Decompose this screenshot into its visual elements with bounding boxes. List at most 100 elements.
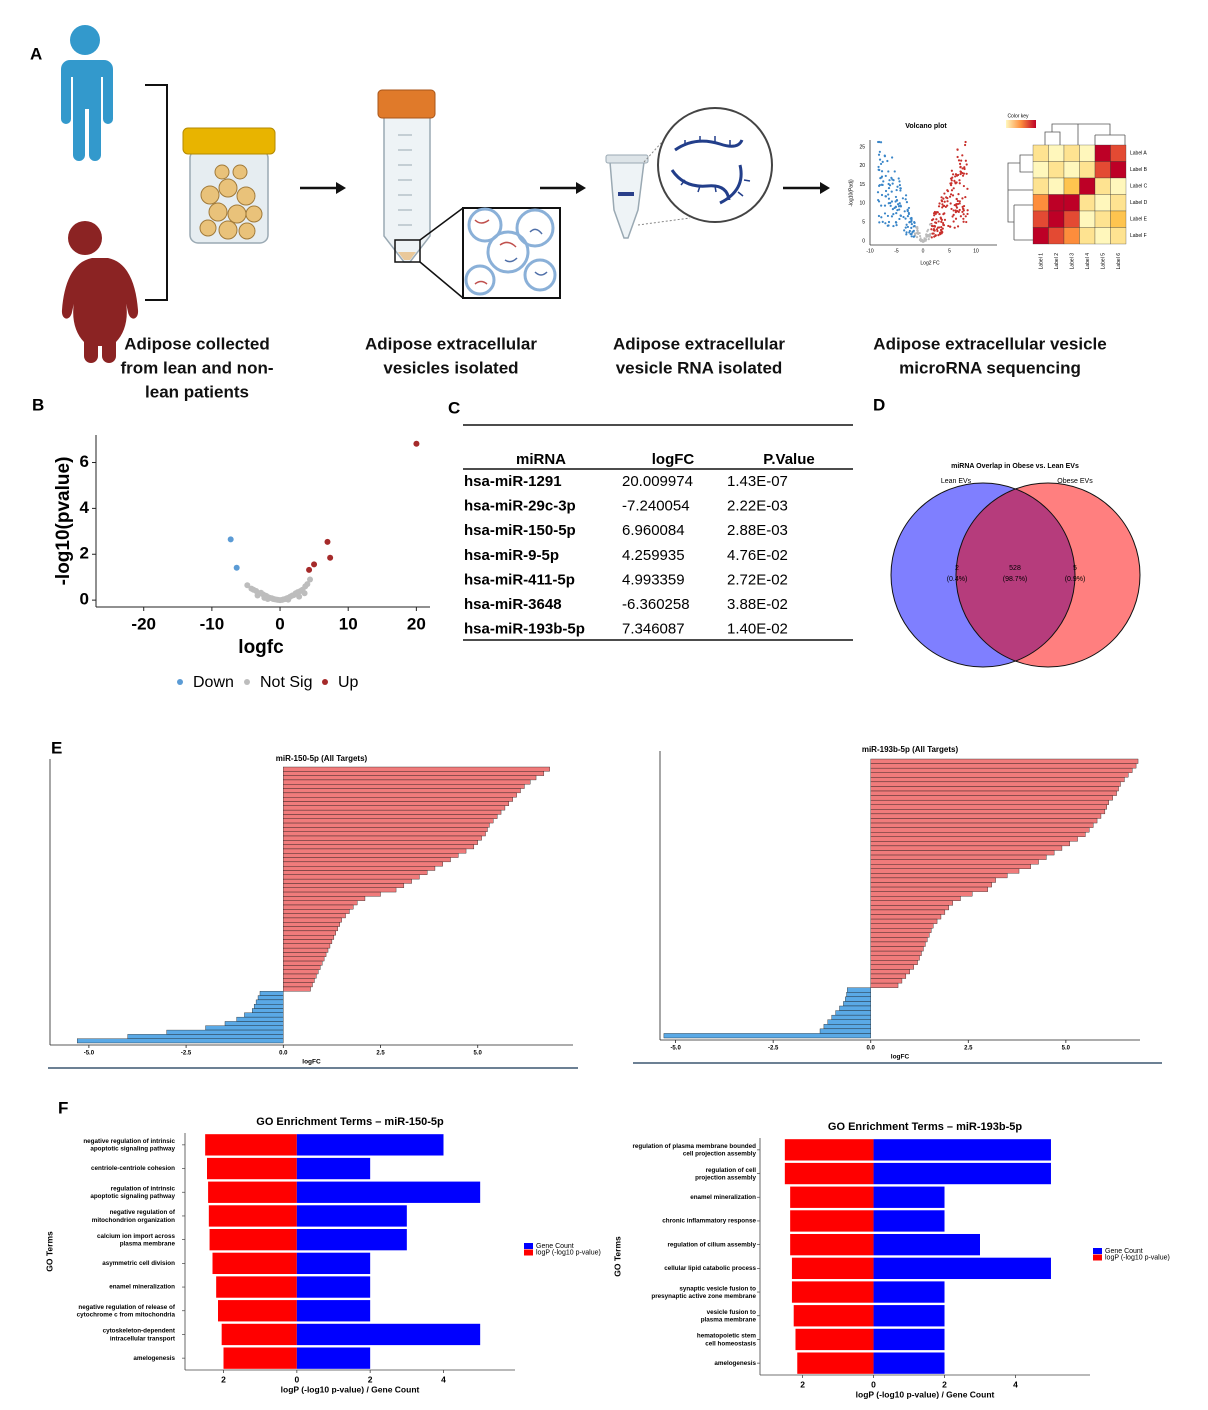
- mini-dot: [919, 234, 922, 238]
- mini-dot: [939, 228, 943, 232]
- bar: [283, 891, 381, 897]
- mini-dot: [891, 182, 894, 185]
- mini-dot: [952, 220, 955, 223]
- mini-dot: [956, 155, 959, 159]
- table-cell: hsa-miR-193b-5p: [464, 621, 585, 638]
- heatmap-cell: [1094, 161, 1111, 179]
- heatmap-cell: [1094, 194, 1111, 212]
- mini-dot: [946, 197, 949, 200]
- bar: [873, 1305, 945, 1327]
- x-axis-label: logP (-log10 p-value) / Gene Count: [281, 1384, 420, 1394]
- mini-dot: [949, 193, 953, 196]
- bar: [283, 982, 313, 988]
- legend-swatch: [524, 1243, 533, 1249]
- mini-dot: [878, 221, 881, 224]
- mini-dot: [933, 224, 936, 228]
- bar: [296, 1228, 407, 1251]
- point: [304, 581, 311, 588]
- table-cell: 4.76E-02: [727, 547, 788, 564]
- bar: [873, 1257, 1051, 1280]
- percent-label: (0.4%): [947, 576, 968, 583]
- bar: [784, 1139, 874, 1161]
- mini-dot: [907, 206, 911, 210]
- legend-label: Up: [338, 674, 359, 691]
- bar: [870, 873, 1008, 879]
- mini-dot: [950, 182, 953, 185]
- mini-dot: [962, 213, 965, 216]
- mini-dot: [896, 209, 899, 212]
- bar: [870, 868, 1020, 874]
- heatmap-cell: [1110, 194, 1127, 212]
- mini-dot: [962, 184, 965, 188]
- y-axis-label: -log10(pvalue): [53, 457, 74, 586]
- count-label: 5: [1073, 565, 1077, 572]
- bar: [870, 941, 926, 947]
- mini-dot: [965, 163, 968, 166]
- bar: [870, 969, 910, 975]
- mini-dot: [958, 200, 961, 203]
- mini-dot: [962, 220, 965, 223]
- category-label: regulation of intrinsic apoptotic signali…: [90, 1185, 175, 1200]
- bar: [846, 992, 871, 998]
- x-tick-label: 5.0: [474, 1051, 483, 1057]
- mini-dot: [889, 201, 892, 205]
- caption-line: lean patients: [145, 382, 249, 401]
- caption-line: microRNA sequencing: [899, 358, 1081, 377]
- mini-dot: [961, 210, 964, 214]
- mini-dot: [941, 227, 944, 230]
- mini-volcano-ylabel: -log10(Padj): [848, 179, 854, 207]
- bar: [870, 790, 1117, 796]
- heatmap-cell: [1079, 194, 1096, 212]
- table-cell: hsa-miR-150-5p: [464, 522, 576, 539]
- heatmap-cell: [1063, 161, 1080, 179]
- mini-dot: [943, 200, 946, 203]
- mini-dot: [877, 153, 881, 156]
- bar: [791, 1257, 874, 1280]
- category-label: negative regulation of intrinsic apoptoti…: [83, 1138, 175, 1153]
- bar: [283, 939, 333, 944]
- table-cell: 4.993359: [622, 571, 685, 588]
- y-axis-label: GO Terms: [612, 1236, 622, 1277]
- bar: [218, 1300, 297, 1322]
- bar: [870, 886, 988, 892]
- bar: [870, 772, 1129, 778]
- mini-dot: [938, 212, 941, 216]
- mini-dot: [925, 235, 928, 238]
- mini-dot: [949, 225, 952, 228]
- mini-dot: [883, 204, 887, 207]
- mini-dot: [965, 220, 968, 224]
- bar: [819, 1028, 871, 1034]
- bar: [873, 1210, 945, 1232]
- mini-dot: [898, 202, 901, 205]
- point: [285, 596, 292, 603]
- mini-dot: [887, 193, 890, 196]
- mini-dot: [877, 165, 880, 169]
- mini-dot: [887, 170, 890, 173]
- mini-dot: [940, 218, 944, 221]
- mini-dot: [907, 212, 911, 216]
- bar: [870, 928, 932, 933]
- mini-dot: [887, 224, 890, 227]
- mini-dot: [892, 212, 895, 216]
- mini-dot: [960, 159, 963, 162]
- heatmap-cell: [1110, 161, 1127, 179]
- heatmap-cell: [1110, 177, 1127, 195]
- table-header: P.Value: [763, 451, 814, 468]
- mini-dot: [895, 199, 899, 202]
- mini-dot: [934, 234, 937, 237]
- mini-dot: [951, 194, 955, 197]
- lean-person-icon: [61, 25, 113, 161]
- mini-dot: [928, 234, 932, 237]
- bar: [835, 1010, 871, 1016]
- heatmap-cell: [1110, 227, 1127, 245]
- heatmap-cell: [1079, 144, 1096, 162]
- bar: [870, 937, 928, 943]
- bar: [283, 797, 513, 802]
- mini-dot: [899, 205, 903, 208]
- mini-dot: [961, 167, 964, 170]
- overlap: [956, 483, 1075, 667]
- bar: [209, 1228, 297, 1251]
- bar: [870, 763, 1137, 769]
- mini-dot: [888, 184, 892, 187]
- mini-dot: [934, 221, 937, 224]
